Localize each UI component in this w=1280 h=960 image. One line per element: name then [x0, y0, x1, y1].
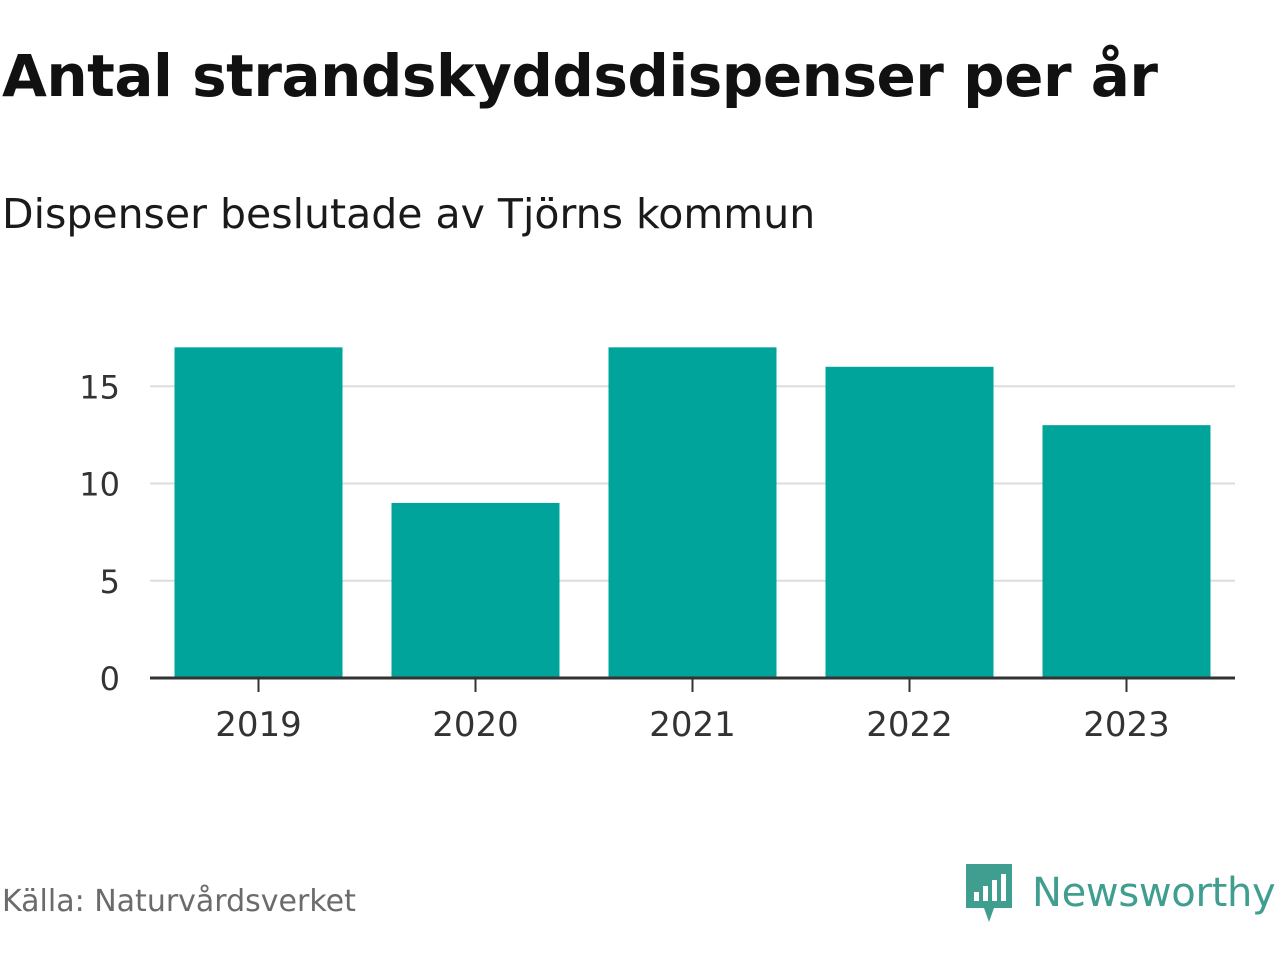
- x-tick-label: 2021: [649, 705, 736, 745]
- y-tick-label: 5: [100, 563, 120, 601]
- bars: [174, 347, 1211, 678]
- x-tick-label: 2022: [866, 705, 953, 745]
- newsworthy-logo-icon: [966, 864, 1012, 922]
- chart-title: Antal strandskyddsdispenser per år: [2, 42, 1158, 110]
- x-tick-label: 2019: [215, 705, 302, 745]
- source-note: Källa: Naturvårdsverket: [2, 884, 356, 919]
- y-tick-label: 10: [79, 466, 120, 504]
- chart-subtitle: Dispenser beslutade av Tjörns kommun: [2, 190, 816, 238]
- y-tick-label: 0: [100, 660, 120, 698]
- y-tick-label: 15: [79, 368, 120, 406]
- brand: Newsworthy: [964, 862, 1276, 924]
- bar-2021: [608, 347, 777, 678]
- x-tick-label: 2020: [432, 705, 519, 745]
- brand-name: Newsworthy: [1032, 870, 1276, 916]
- bar-2019: [174, 347, 343, 678]
- x-tick-label: 2023: [1083, 705, 1170, 745]
- bar-2023: [1042, 425, 1211, 678]
- axes: 0 5 10 15 2019 2020 2021 2022 2023: [79, 368, 1235, 745]
- bar-2020: [391, 502, 560, 678]
- bar-2022: [825, 366, 994, 678]
